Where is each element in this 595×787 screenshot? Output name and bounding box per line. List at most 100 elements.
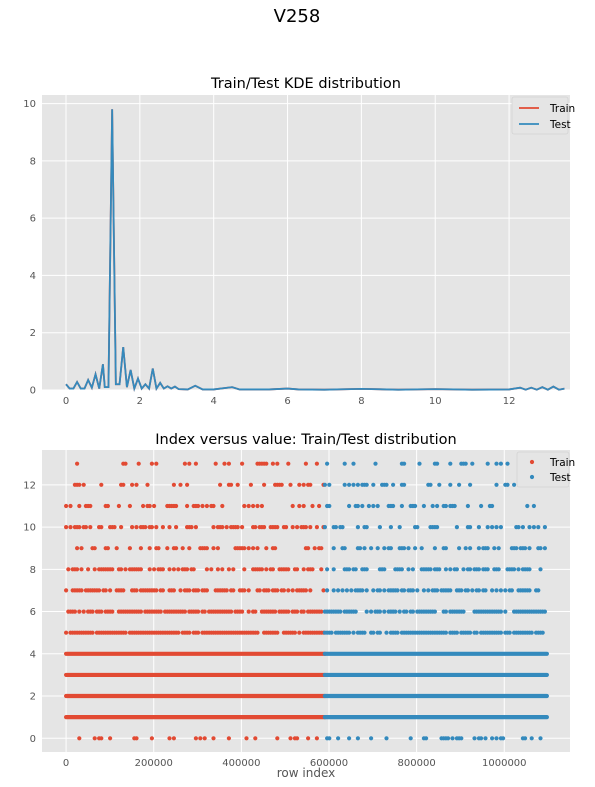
scatter-point: [185, 482, 190, 487]
scatter-point: [275, 461, 280, 466]
scatter-point: [255, 503, 260, 509]
scatter-point: [281, 588, 286, 593]
scatter-point: [479, 503, 484, 509]
scatter-point: [185, 567, 190, 572]
x-tick-label: 800000: [398, 758, 436, 769]
scatter-point: [463, 546, 468, 551]
scatter-point: [496, 546, 501, 551]
scatter-point: [213, 461, 218, 466]
scatter-point: [174, 546, 179, 551]
scatter-point: [259, 503, 264, 509]
scatter-point: [397, 525, 402, 530]
scatter-point: [171, 736, 176, 741]
scatter-point: [342, 461, 347, 466]
scatter-point: [417, 461, 422, 466]
scatter-point: [226, 736, 231, 741]
scatter-point: [483, 588, 488, 593]
scatter-point: [224, 588, 229, 593]
scatter-point: [154, 525, 159, 530]
y-tick-label: 10: [23, 99, 36, 110]
scatter-point: [448, 461, 453, 466]
scatter-point: [331, 588, 336, 593]
scatter-point: [355, 482, 360, 487]
x-tick-label: 8: [358, 396, 364, 407]
scatter-point: [364, 588, 369, 593]
scatter-point: [340, 588, 345, 593]
scatter-point: [303, 588, 308, 593]
scatter-point: [235, 525, 240, 530]
scatter-point: [494, 461, 499, 466]
scatter-point: [255, 546, 260, 551]
scatter-point: [358, 546, 363, 551]
scatter-point: [465, 503, 470, 509]
scatter-plot-title: Index versus value: Train/Test distribut…: [155, 432, 456, 448]
scatter-point: [454, 630, 459, 635]
scatter-point: [321, 588, 326, 593]
scatter-point: [246, 503, 251, 509]
scatter-point: [248, 482, 253, 487]
y-tick-label: 8: [30, 565, 36, 576]
scatter-point: [336, 736, 341, 741]
scatter-point: [377, 588, 382, 593]
scatter-point: [468, 482, 473, 487]
scatter-point: [342, 482, 347, 487]
legend-label-train: Train: [549, 457, 575, 469]
legend-marker-train: [529, 459, 535, 465]
scatter-point: [75, 461, 80, 466]
scatter-point: [507, 630, 512, 635]
scatter-point: [270, 567, 275, 572]
scatter-point: [229, 609, 234, 614]
scatter-point: [81, 609, 86, 614]
scatter-point: [406, 567, 411, 572]
scatter-point: [470, 588, 475, 593]
scatter-point: [178, 588, 183, 593]
scatter-point: [377, 525, 382, 530]
scatter-point: [297, 630, 302, 635]
scatter-point: [355, 736, 360, 741]
scatter-point: [310, 567, 315, 572]
legend-marker-test: [529, 474, 535, 480]
scatter-point: [402, 588, 407, 593]
scatter-point: [399, 567, 404, 572]
scatter-point: [322, 482, 327, 487]
scatter-point: [112, 525, 117, 530]
scatter-point: [531, 503, 537, 509]
scatter-point: [364, 482, 369, 487]
scatter-point: [136, 461, 141, 466]
scatter-point: [327, 482, 332, 487]
scatter-point: [141, 503, 146, 509]
scatter-point: [202, 736, 207, 741]
scatter-point: [64, 630, 69, 635]
legend-label-test: Test: [549, 119, 571, 131]
scatter-point: [231, 588, 236, 593]
scatter-point: [187, 461, 192, 466]
scatter-point: [275, 736, 280, 741]
scatter-point: [308, 525, 313, 530]
scatter-point: [399, 503, 404, 509]
scatter-point: [371, 482, 376, 487]
scatter-point: [490, 736, 495, 741]
y-tick-label: 2: [30, 692, 36, 703]
scatter-point: [308, 588, 313, 593]
scatter-point: [193, 525, 198, 530]
scatter-point: [490, 503, 495, 509]
scatter-point: [382, 609, 387, 614]
scatter-point: [476, 567, 481, 572]
scatter-point: [198, 736, 203, 741]
scatter-point: [130, 525, 135, 530]
scatter-point: [452, 503, 457, 509]
scatter-point: [187, 546, 192, 551]
scatter-point: [171, 482, 176, 487]
scatter-point: [215, 567, 220, 572]
scatter-point: [134, 736, 139, 741]
scatter-point: [377, 630, 382, 635]
scatter-point: [443, 630, 448, 635]
scatter-point: [511, 482, 517, 487]
scatter-series-test: [322, 461, 549, 741]
scatter-point: [116, 503, 121, 509]
scatter-point: [92, 546, 97, 551]
scatter-point: [286, 609, 291, 614]
scatter-point: [413, 546, 418, 551]
scatter-point: [419, 546, 424, 551]
scatter-point: [75, 546, 80, 551]
